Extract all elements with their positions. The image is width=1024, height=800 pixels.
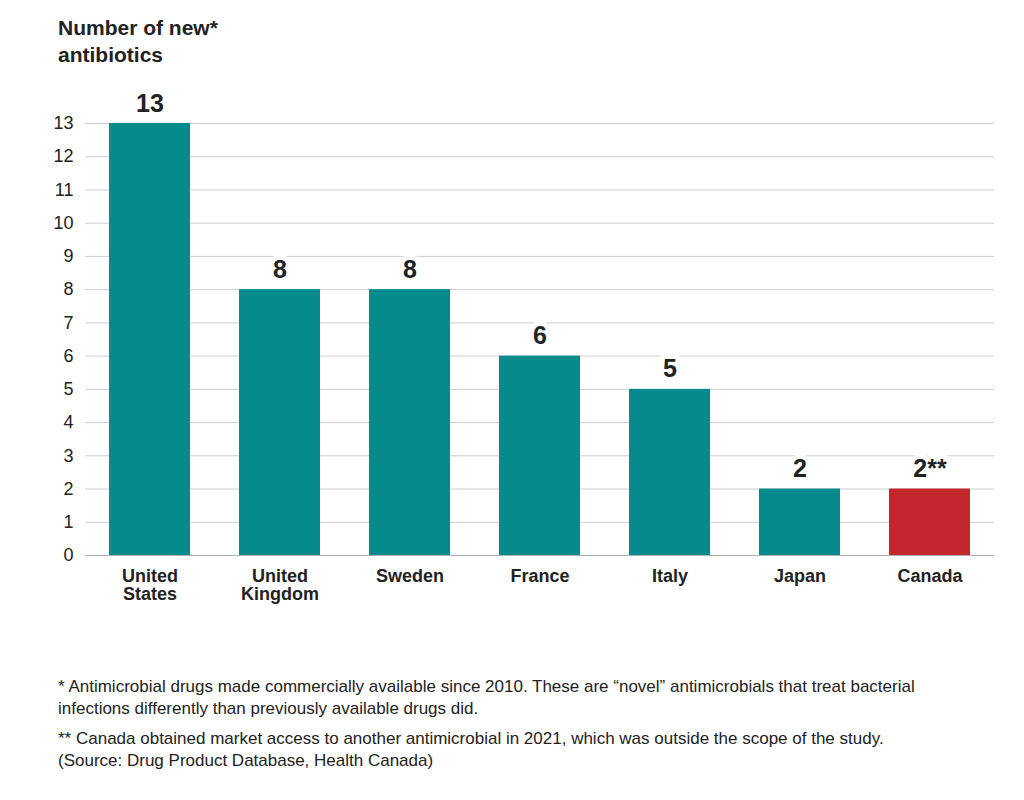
svg-text:UnitedKingdom: UnitedKingdom <box>241 566 319 604</box>
svg-text:2: 2 <box>793 454 807 482</box>
svg-text:1: 1 <box>63 512 73 532</box>
svg-text:7: 7 <box>63 313 73 333</box>
svg-text:Sweden: Sweden <box>376 566 444 586</box>
svg-text:6: 6 <box>63 346 73 366</box>
svg-text:0: 0 <box>63 545 73 565</box>
html-text:** Canada obtained market acce: ** Canada obtained market access to anot… <box>58 729 884 748</box>
svg-text:8: 8 <box>273 255 287 283</box>
svg-text:11: 11 <box>55 180 74 200</box>
html-text:Number of new* antibiotics: Number of new* antibiotics <box>58 16 218 66</box>
svg-text:Japan: Japan <box>774 566 826 586</box>
svg-text:Italy: Italy <box>652 566 688 586</box>
svg-text:6: 6 <box>533 321 547 349</box>
svg-text:13: 13 <box>53 113 73 133</box>
svg-text:5: 5 <box>63 379 73 399</box>
svg-text:10: 10 <box>53 213 73 233</box>
svg-text:5: 5 <box>663 354 677 382</box>
svg-text:2: 2 <box>63 479 73 499</box>
svg-text:2**: 2** <box>913 454 947 482</box>
svg-text:12: 12 <box>53 146 73 166</box>
html-text:(Source: Drug Product Database: (Source: Drug Product Database, Health C… <box>58 751 434 770</box>
svg-text:UnitedStates: UnitedStates <box>122 566 178 604</box>
svg-text:Canada: Canada <box>897 566 963 586</box>
svg-text:France: France <box>510 566 569 586</box>
svg-text:3: 3 <box>63 446 73 466</box>
svg-text:9: 9 <box>63 246 73 266</box>
svg-text:4: 4 <box>63 412 73 432</box>
svg-text:13: 13 <box>136 89 164 117</box>
html-text:* Antimicrobial drugs made com: * Antimicrobial drugs made commercially … <box>58 677 915 718</box>
svg-text:8: 8 <box>403 255 417 283</box>
svg-text:8: 8 <box>63 279 73 299</box>
